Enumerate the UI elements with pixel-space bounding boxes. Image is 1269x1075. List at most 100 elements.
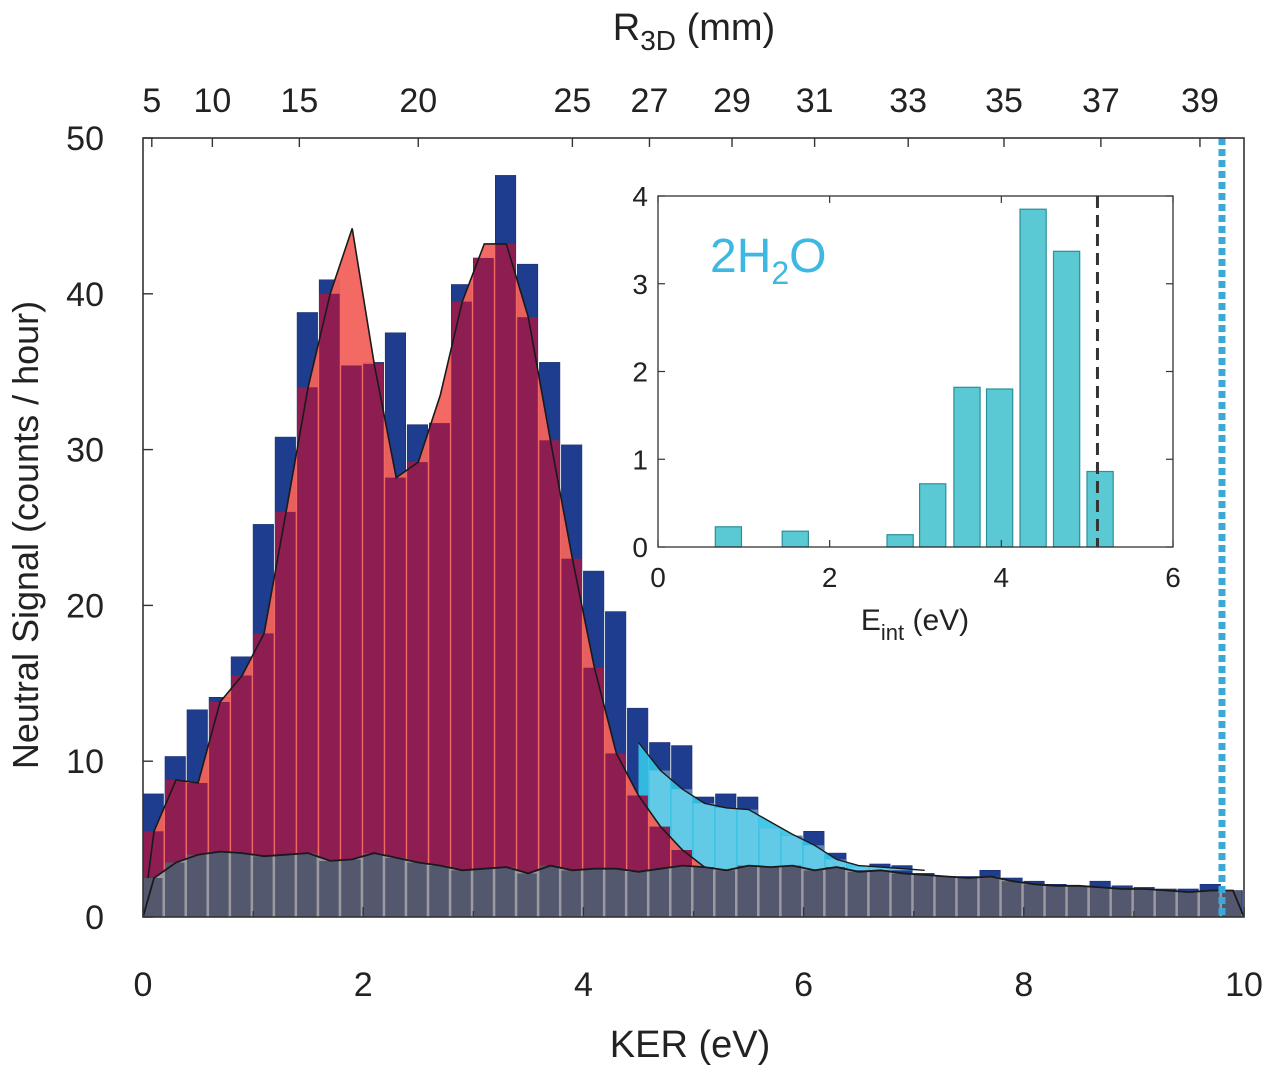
inset-x-label-tail: (eV) (904, 604, 969, 637)
background-overlap-bar (1023, 884, 1044, 917)
top-tick-label: 33 (889, 82, 927, 120)
background-overlap-bar (913, 874, 934, 917)
background-overlap-bar (429, 865, 449, 917)
overlap-bar (429, 423, 450, 917)
background-overlap-bar (583, 868, 603, 917)
background-overlap-bar (1133, 889, 1154, 917)
excess-overlap-bar (891, 868, 913, 871)
background-overlap-bar (957, 878, 978, 917)
excess-overlap-bar (715, 807, 736, 875)
background-overlap-bar (319, 860, 339, 917)
background-overlap-bar (781, 865, 802, 917)
overlap-bar (583, 667, 604, 917)
excess-overlap-bar (737, 809, 758, 879)
y-tick-label: 40 (66, 276, 104, 314)
inset-x-label-main: E (861, 604, 881, 637)
background-overlap-bar (671, 865, 691, 917)
background-overlap-bar (693, 867, 713, 917)
excess-overlap-bar (825, 859, 847, 871)
excess-overlap-bar (781, 836, 803, 871)
background-overlap-bar (143, 878, 163, 917)
background-overlap-bar (473, 868, 493, 917)
top-tick-label: 37 (1082, 82, 1120, 120)
top-tick-label: 10 (193, 82, 231, 120)
background-overlap-bar (253, 856, 273, 917)
background-overlap-bar (561, 870, 581, 917)
overlap-bar (363, 363, 384, 917)
background-overlap-bar (1111, 889, 1132, 917)
background-overlap-bar (1177, 892, 1198, 917)
inset-histogram-bar (985, 388, 1014, 548)
background-overlap-bar (187, 854, 207, 917)
excess-overlap-bar (869, 867, 891, 871)
background-overlap-bar (715, 870, 735, 917)
background-overlap-bar (1200, 890, 1220, 917)
inset-x-tick-label: 6 (1165, 562, 1181, 593)
x-axis-label: KER (eV) (610, 1024, 770, 1066)
overlap-bar (341, 365, 362, 917)
background-overlap-bar (869, 870, 890, 917)
top-axis-label-sub: 3D (640, 25, 676, 56)
background-overlap-bar (209, 851, 229, 917)
overlap-bar (253, 633, 274, 917)
background-overlap-bar (495, 867, 515, 917)
overlap-bar (275, 511, 296, 917)
top-tick-label: 25 (553, 82, 591, 120)
top-tick-label: 35 (985, 82, 1023, 120)
background-overlap-bar (979, 876, 1000, 917)
excess-signal-fill (638, 742, 925, 878)
background-outline (143, 850, 1244, 917)
excess-overlap-bar (803, 845, 825, 871)
top-tick-label: 31 (796, 82, 834, 120)
excess-signal-outline (637, 742, 925, 871)
inset-annotation-b: O (789, 230, 826, 283)
background-overlap-bar (407, 862, 427, 917)
background-overlap-bar (1067, 885, 1088, 917)
inset-x-tick-label: 2 (822, 562, 838, 593)
background-overlap-bar (1155, 890, 1176, 917)
top-tick-label: 5 (142, 82, 161, 120)
background-overlap-bar (803, 870, 824, 917)
top-axis-label: R3D (mm) (613, 7, 775, 56)
main-plot-area (143, 138, 1244, 917)
top-tick-label: 15 (280, 82, 318, 120)
y-tick-label: 30 (66, 432, 104, 470)
background-overlap-bar (165, 862, 185, 917)
overlap-bar (517, 317, 538, 917)
top-axis-label-main: R (613, 7, 640, 49)
background-overlap-bar (1089, 887, 1110, 917)
inset-axes: 0 2 4 6 0 1 2 3 4 (632, 181, 1180, 593)
inset-y-tick-label: 4 (632, 181, 648, 212)
background-overlap-bar (825, 867, 846, 917)
inset-y-tick-label: 0 (632, 532, 648, 563)
inset-x-label-sub: int (881, 620, 904, 645)
x-tick-label: 0 (134, 966, 153, 1004)
background-overlap-bar (627, 871, 647, 917)
background-overlap-bar (649, 868, 669, 917)
background-overlap-bar (341, 859, 361, 917)
overlap-bar (385, 477, 406, 917)
excess-overlap-bar (847, 867, 869, 871)
background-overlap-bar (517, 873, 537, 917)
inset-plot-area (714, 196, 1114, 548)
y-tick-label: 50 (66, 120, 104, 158)
background-overlap-bar (1001, 881, 1022, 917)
y-axis-label: Neutral Signal (counts / hour) (5, 301, 46, 769)
background-overlap-bar (451, 870, 471, 917)
top-tick-label: 27 (631, 82, 669, 120)
peak-model-outline (143, 228, 804, 917)
overlap-bar (561, 558, 582, 917)
inset-y-tick-label: 3 (632, 269, 648, 300)
top-tick-label: 20 (399, 82, 437, 120)
background-overlap-bar (759, 867, 780, 917)
inset-histogram-bar (1052, 250, 1081, 548)
overlap-bar (539, 440, 560, 917)
inset-histogram-bar (1086, 470, 1114, 548)
inset-y-tick-label: 1 (632, 444, 648, 475)
inset-annotation-sub: 2 (771, 255, 789, 291)
y-tick-label: 10 (66, 743, 104, 781)
inset-histogram-bar (953, 386, 981, 548)
